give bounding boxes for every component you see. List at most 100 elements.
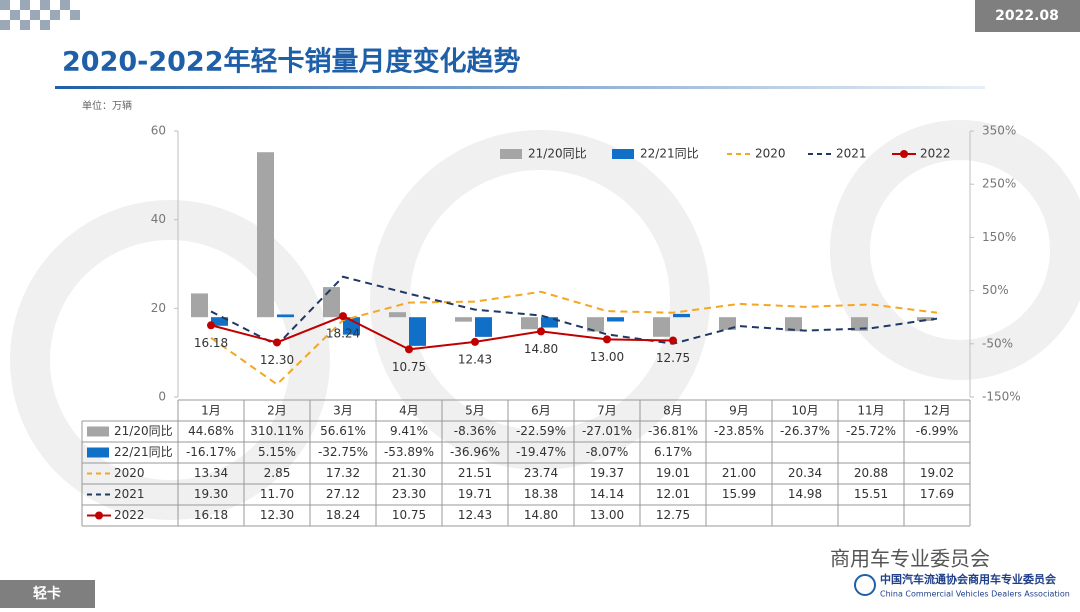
table-cell: 12.30 (260, 508, 294, 522)
x-tick-label: 6月 (531, 404, 551, 418)
bar (211, 317, 228, 326)
x-tick-label: 12月 (923, 404, 950, 418)
table-cell: 12.75 (656, 508, 690, 522)
decor-squares (0, 0, 80, 30)
table-cell: 27.12 (326, 487, 360, 501)
data-label: 12.43 (458, 352, 492, 366)
line (210, 290, 938, 386)
data-label: 10.75 (392, 360, 426, 374)
table-cell: 10.75 (392, 508, 426, 522)
bar (673, 313, 690, 318)
table-cell: 9.41% (390, 424, 428, 438)
table-cell: 17.69 (920, 487, 954, 501)
table-cell: 21.30 (392, 466, 426, 480)
bar (785, 317, 802, 332)
table-cell: -36.81% (648, 424, 698, 438)
table-series-name: 2022 (114, 508, 145, 522)
date: 2022.08 (995, 8, 1059, 24)
watermark (10, 120, 1080, 520)
table-cell: 21.00 (722, 466, 756, 480)
line-marker (405, 345, 413, 354)
table-cell: -36.96% (450, 445, 500, 459)
y2-tick-label: 250% (982, 177, 1016, 191)
table-cell: 19.71 (458, 487, 492, 501)
table-cell: 15.51 (854, 487, 888, 501)
table-cell: -26.37% (780, 424, 830, 438)
table-series-name: 21/20同比 (114, 424, 173, 438)
y2-tick-label: -150% (982, 390, 1021, 404)
bar (455, 317, 472, 322)
legend-swatch (612, 149, 634, 159)
logo (854, 574, 876, 596)
x-tick-label: 5月 (465, 404, 485, 418)
line-marker (207, 321, 215, 330)
y-tick-label: 0 (158, 390, 166, 404)
table-cell: 16.18 (194, 508, 228, 522)
table-cell: 23.30 (392, 487, 426, 501)
x-tick-label: 2月 (267, 404, 287, 418)
line (210, 275, 938, 347)
y2-tick-label: 350% (982, 124, 1016, 138)
legend-swatch (87, 426, 109, 437)
table-cell: 17.32 (326, 466, 360, 480)
bar (653, 317, 670, 337)
org-cn: 中国汽车流通协会商用车专业委员会 (880, 572, 1057, 586)
table-cell: 19.30 (194, 487, 228, 501)
bar (409, 317, 426, 346)
table-cell: -8.36% (454, 424, 496, 438)
table-cell: 20.88 (854, 466, 888, 480)
x-tick-label: 4月 (399, 404, 419, 418)
table-cell: -6.99% (916, 424, 958, 438)
table-cell: 21.51 (458, 466, 492, 480)
table-cell: 19.01 (656, 466, 690, 480)
x-tick-label: 11月 (857, 404, 884, 418)
line-marker (471, 337, 479, 346)
org-en: China Commercial Vehicles Dealers Associ… (880, 590, 1070, 599)
legend-label: 2020 (755, 147, 786, 161)
line-marker (273, 338, 281, 347)
table-cell: 19.02 (920, 466, 954, 480)
table-cell: -25.72% (846, 424, 896, 438)
footer-box (0, 580, 95, 608)
legend-swatch (500, 149, 522, 159)
table-cell: 12.43 (458, 508, 492, 522)
legend-swatch (95, 511, 103, 520)
table-cell: 18.38 (524, 487, 558, 501)
y2-tick-label: 150% (982, 230, 1016, 244)
bar (257, 152, 274, 318)
bar (587, 317, 604, 332)
legend-swatch (900, 150, 908, 158)
table-cell: 12.01 (656, 487, 690, 501)
x-tick-label: 9月 (729, 404, 749, 418)
y2-tick-label: 50% (982, 283, 1009, 297)
x-tick-label: 10月 (791, 404, 818, 418)
table-cell: -19.47% (516, 445, 566, 459)
line-marker (603, 335, 611, 344)
table-cell: 19.37 (590, 466, 624, 480)
footer-label: 轻卡 (33, 585, 61, 602)
table-cell: -23.85% (714, 424, 764, 438)
table-cell: -22.59% (516, 424, 566, 438)
data-label: 16.18 (194, 336, 228, 350)
table-series-name: 2021 (114, 487, 145, 501)
x-tick-label: 1月 (201, 404, 221, 418)
watermark-text: 商用车专业委员会 (830, 547, 990, 571)
table-cell: 13.34 (194, 466, 228, 480)
table-series-name: 2020 (114, 466, 145, 480)
table-cell: 14.98 (788, 487, 822, 501)
data-label: 13.00 (590, 350, 624, 364)
data-label: 18.24 (326, 327, 360, 341)
table-cell: -27.01% (582, 424, 632, 438)
title: 2020-2022年轻卡销量月度变化趋势 (62, 46, 521, 78)
legend-label: 2022 (920, 147, 951, 161)
table-cell: 44.68% (188, 424, 234, 438)
table-cell: 14.14 (590, 487, 624, 501)
bar (719, 317, 736, 330)
y-tick-label: 40 (151, 212, 166, 226)
table-cell: 2.85 (264, 466, 291, 480)
unit: 单位：万辆 (82, 99, 132, 112)
title-rule (55, 86, 985, 89)
y-tick-label: 60 (151, 124, 166, 138)
